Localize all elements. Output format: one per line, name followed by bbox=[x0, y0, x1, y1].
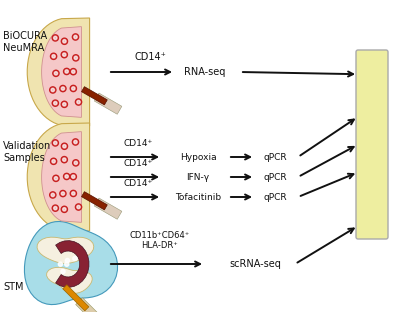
Text: CD14⁺: CD14⁺ bbox=[123, 139, 153, 148]
Ellipse shape bbox=[54, 36, 57, 40]
Ellipse shape bbox=[53, 175, 59, 182]
Ellipse shape bbox=[72, 139, 79, 145]
Polygon shape bbox=[63, 285, 89, 311]
Polygon shape bbox=[24, 222, 118, 305]
Ellipse shape bbox=[74, 56, 78, 60]
Ellipse shape bbox=[51, 88, 54, 92]
Ellipse shape bbox=[52, 55, 55, 58]
Text: STM: STM bbox=[3, 282, 24, 292]
Polygon shape bbox=[82, 192, 107, 210]
Polygon shape bbox=[56, 241, 89, 287]
Polygon shape bbox=[94, 198, 122, 219]
Text: Validation
Samples: Validation Samples bbox=[3, 141, 51, 163]
Ellipse shape bbox=[70, 69, 76, 75]
Ellipse shape bbox=[72, 87, 75, 90]
Ellipse shape bbox=[51, 193, 54, 197]
Ellipse shape bbox=[60, 190, 66, 197]
Ellipse shape bbox=[54, 101, 57, 105]
Ellipse shape bbox=[65, 262, 69, 266]
Ellipse shape bbox=[74, 161, 78, 164]
Ellipse shape bbox=[63, 158, 66, 161]
Ellipse shape bbox=[63, 208, 66, 211]
Ellipse shape bbox=[73, 160, 79, 166]
Ellipse shape bbox=[70, 85, 76, 92]
Text: IFN-γ: IFN-γ bbox=[186, 173, 210, 182]
Text: Hypoxia: Hypoxia bbox=[180, 153, 216, 162]
Ellipse shape bbox=[77, 205, 80, 209]
Ellipse shape bbox=[72, 70, 75, 73]
Ellipse shape bbox=[61, 143, 68, 149]
Ellipse shape bbox=[54, 207, 57, 210]
Ellipse shape bbox=[50, 53, 57, 59]
Text: RNA-seq: RNA-seq bbox=[184, 67, 226, 77]
Ellipse shape bbox=[65, 70, 68, 73]
Polygon shape bbox=[27, 18, 90, 126]
Ellipse shape bbox=[72, 175, 75, 178]
Ellipse shape bbox=[61, 206, 68, 212]
FancyBboxPatch shape bbox=[356, 50, 388, 239]
Ellipse shape bbox=[60, 85, 66, 92]
Ellipse shape bbox=[77, 100, 80, 104]
Ellipse shape bbox=[64, 173, 70, 180]
Ellipse shape bbox=[61, 38, 68, 44]
Text: qPCR: qPCR bbox=[263, 153, 287, 162]
Text: scRNA-seq: scRNA-seq bbox=[229, 259, 281, 269]
Ellipse shape bbox=[58, 262, 62, 266]
Ellipse shape bbox=[61, 87, 64, 90]
Ellipse shape bbox=[54, 72, 58, 75]
Ellipse shape bbox=[75, 99, 82, 105]
Ellipse shape bbox=[52, 100, 58, 106]
Ellipse shape bbox=[54, 141, 57, 144]
Text: BiOCURA
NeuMRA: BiOCURA NeuMRA bbox=[3, 31, 47, 53]
Ellipse shape bbox=[70, 173, 76, 180]
Polygon shape bbox=[37, 237, 94, 263]
Ellipse shape bbox=[52, 205, 58, 211]
Ellipse shape bbox=[63, 103, 66, 106]
Ellipse shape bbox=[61, 51, 68, 58]
Polygon shape bbox=[27, 123, 90, 231]
Ellipse shape bbox=[64, 68, 70, 75]
Ellipse shape bbox=[50, 87, 56, 93]
Ellipse shape bbox=[65, 258, 70, 263]
Polygon shape bbox=[42, 27, 82, 117]
Ellipse shape bbox=[73, 55, 79, 61]
Ellipse shape bbox=[72, 192, 75, 195]
Polygon shape bbox=[82, 87, 107, 105]
Ellipse shape bbox=[54, 177, 58, 180]
Text: CD14⁺: CD14⁺ bbox=[134, 52, 166, 62]
Ellipse shape bbox=[63, 144, 66, 148]
Text: CDC42 Metabolic Signature: CDC42 Metabolic Signature bbox=[368, 92, 376, 197]
Polygon shape bbox=[76, 298, 102, 312]
Ellipse shape bbox=[52, 140, 58, 146]
Ellipse shape bbox=[50, 158, 57, 164]
Polygon shape bbox=[42, 132, 82, 222]
Text: CD14⁺: CD14⁺ bbox=[123, 179, 153, 188]
Ellipse shape bbox=[61, 270, 65, 274]
Text: qPCR: qPCR bbox=[263, 193, 287, 202]
Ellipse shape bbox=[61, 192, 64, 195]
Text: CD11b⁺CD64⁺
HLA-DR⁺: CD11b⁺CD64⁺ HLA-DR⁺ bbox=[130, 231, 190, 250]
Ellipse shape bbox=[63, 40, 66, 43]
Polygon shape bbox=[94, 93, 122, 114]
Ellipse shape bbox=[73, 256, 77, 261]
Ellipse shape bbox=[74, 140, 77, 144]
Ellipse shape bbox=[72, 34, 79, 40]
Ellipse shape bbox=[61, 101, 68, 107]
Text: Tofacitinib: Tofacitinib bbox=[175, 193, 221, 202]
Ellipse shape bbox=[50, 192, 56, 198]
Ellipse shape bbox=[52, 160, 55, 163]
Ellipse shape bbox=[65, 175, 68, 178]
Ellipse shape bbox=[61, 157, 68, 163]
Ellipse shape bbox=[70, 190, 76, 197]
Ellipse shape bbox=[75, 204, 82, 210]
Ellipse shape bbox=[63, 53, 66, 56]
Text: CD14⁺: CD14⁺ bbox=[123, 159, 153, 168]
Ellipse shape bbox=[74, 35, 77, 39]
Text: qPCR: qPCR bbox=[263, 173, 287, 182]
Ellipse shape bbox=[52, 35, 58, 41]
Ellipse shape bbox=[53, 70, 59, 76]
Polygon shape bbox=[47, 267, 92, 293]
